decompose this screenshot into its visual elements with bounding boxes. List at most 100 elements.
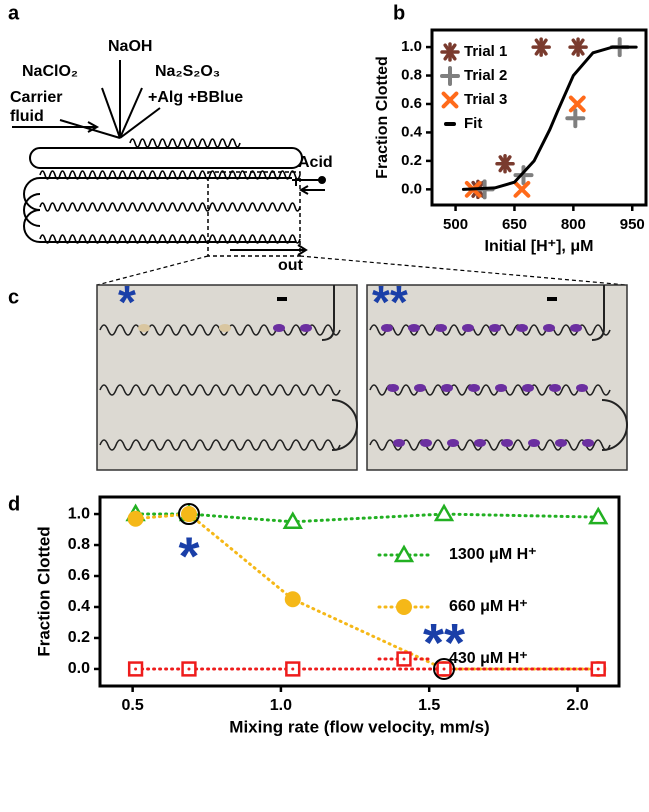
marker <box>282 511 303 530</box>
x-tick-label: 2.0 <box>566 697 588 714</box>
marker <box>440 42 460 62</box>
serpentine-segment <box>39 234 301 244</box>
serpentine <box>39 138 301 244</box>
zoom-lines <box>96 255 628 286</box>
panel-label: b <box>393 2 405 24</box>
acid-label: Acid <box>298 154 333 171</box>
marker <box>565 108 586 129</box>
legend-label: 660 μM H⁺ <box>449 598 528 615</box>
legend-label: 1300 μM H⁺ <box>449 546 537 563</box>
y-tick-label: 0.2 <box>68 629 90 646</box>
clot <box>576 384 588 392</box>
plot-frame <box>98 495 621 688</box>
clot <box>300 324 312 332</box>
clot <box>414 384 426 392</box>
y-axis-label: Fraction Clotted <box>34 526 53 656</box>
marker <box>568 95 586 113</box>
clot <box>420 439 432 447</box>
scale-bar <box>547 297 557 301</box>
marker <box>181 661 197 677</box>
clot <box>516 324 528 332</box>
marker <box>495 153 515 174</box>
panel-label: a <box>8 2 20 24</box>
zoom-box <box>207 171 301 257</box>
y-tick-label: 0.8 <box>68 536 90 553</box>
channel <box>29 147 303 169</box>
marker <box>513 180 531 198</box>
arrow <box>230 244 308 256</box>
x-axis-label: Initial [H⁺], μM <box>485 238 594 255</box>
clot <box>381 324 393 332</box>
channel <box>369 439 611 451</box>
marker-stroke <box>568 95 586 113</box>
carrier-label: fluid <box>10 108 44 125</box>
y-tick-label: 0.4 <box>68 598 90 615</box>
y-tick-label: 0.6 <box>68 567 90 584</box>
marker-stroke <box>441 91 459 109</box>
x-tick-label: 950 <box>620 216 645 233</box>
marker <box>285 661 301 677</box>
x-tick-label: 500 <box>443 216 468 233</box>
marker-dot <box>596 667 600 671</box>
series-line <box>134 512 600 524</box>
x-tick-label: 0.5 <box>121 697 143 714</box>
clot <box>549 384 561 392</box>
marker <box>284 591 301 608</box>
marker <box>436 661 452 677</box>
clot <box>528 439 540 447</box>
marker <box>393 544 415 563</box>
x-tick-label: 1.5 <box>418 697 440 714</box>
legend-label: Trial 1 <box>464 43 507 60</box>
channel <box>99 439 341 451</box>
panel-label: c <box>8 286 19 308</box>
panel-label: d <box>8 493 20 515</box>
annotation: * <box>178 526 199 586</box>
marker-shape <box>284 591 301 608</box>
legend-label: Trial 3 <box>464 91 507 108</box>
y-tick-label: 1.0 <box>68 505 90 522</box>
channel <box>99 384 341 396</box>
clot <box>570 324 582 332</box>
annotation: ** <box>423 613 465 673</box>
reagent-label: +Alg +BBlue <box>148 89 243 106</box>
highlight-ring <box>433 657 456 680</box>
marker <box>531 37 551 57</box>
reagent-label: Na₂S₂O₃ <box>155 63 220 80</box>
scale-bar <box>277 297 287 301</box>
marker-shape <box>282 511 303 530</box>
marker <box>568 37 588 57</box>
series-line <box>461 45 638 191</box>
marker-shape <box>180 506 197 523</box>
clot <box>408 324 420 332</box>
legend-label: Trial 2 <box>464 67 507 84</box>
photo-marker: ** <box>372 276 408 328</box>
marker <box>396 599 412 615</box>
marker-shape <box>588 506 609 525</box>
reagent-label: NaOH <box>108 38 152 55</box>
clot <box>495 384 507 392</box>
channel <box>23 178 297 227</box>
clot <box>219 324 231 332</box>
clot <box>489 324 501 332</box>
y-tick-label: 0.0 <box>68 660 90 677</box>
marker <box>588 506 609 525</box>
marker <box>127 661 144 677</box>
clot <box>582 439 594 447</box>
carrier-label: Carrier <box>10 89 62 106</box>
clot <box>474 439 486 447</box>
channel-bend <box>331 399 358 451</box>
x-tick-label: 650 <box>502 216 527 233</box>
marker-dot <box>187 667 191 671</box>
inlet-lines <box>59 60 161 139</box>
marker-dot <box>442 667 446 671</box>
marker-shape <box>396 599 412 615</box>
y-axis-label: Fraction Clotted <box>374 56 391 179</box>
y-tick-label: 1.0 <box>401 38 422 55</box>
y-tick-label: 0.4 <box>401 123 423 140</box>
channel <box>23 177 296 243</box>
arrow-head <box>87 121 100 133</box>
clot <box>468 384 480 392</box>
marker-dot <box>134 667 138 671</box>
highlight-ring <box>177 503 200 526</box>
marker <box>433 503 455 522</box>
